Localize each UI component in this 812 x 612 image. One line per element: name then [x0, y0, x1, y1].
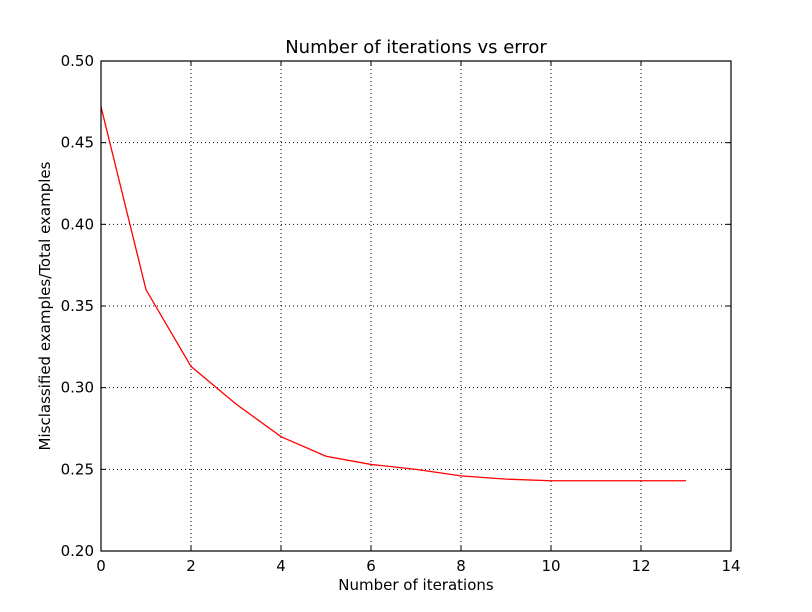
x-tick-label: 10: [541, 557, 560, 575]
x-tick-label: 0: [96, 557, 106, 575]
grid: [101, 61, 731, 551]
y-tick-label: 0.40: [61, 215, 94, 233]
y-tick-label: 0.20: [61, 542, 94, 560]
x-tick-label: 4: [276, 557, 286, 575]
x-tick-label: 12: [631, 557, 650, 575]
x-tick-label: 14: [721, 557, 740, 575]
y-axis-label: Misclassified examples/Total examples: [36, 161, 54, 450]
plot-frame: [100, 60, 732, 552]
chart-title: Number of iterations vs error: [285, 37, 547, 58]
x-tick-label: 8: [456, 557, 466, 575]
y-tick-label: 0.45: [61, 134, 94, 152]
x-tick-label: 2: [186, 557, 196, 575]
y-tick-label: 0.25: [61, 460, 94, 478]
y-tick-label: 0.35: [61, 297, 94, 315]
series-line: [100, 106, 686, 482]
y-tick-label: 0.50: [61, 52, 94, 70]
y-tick-label: 0.30: [61, 379, 94, 397]
series-layer: [100, 106, 686, 482]
x-axis-label: Number of iterations: [338, 576, 494, 594]
ticks: 0 2 4 6 8 10 12 14 0.20 0.25 0.30 0.35 0.40 0.45 0.50: [61, 52, 741, 575]
x-tick-label: 6: [366, 557, 376, 575]
